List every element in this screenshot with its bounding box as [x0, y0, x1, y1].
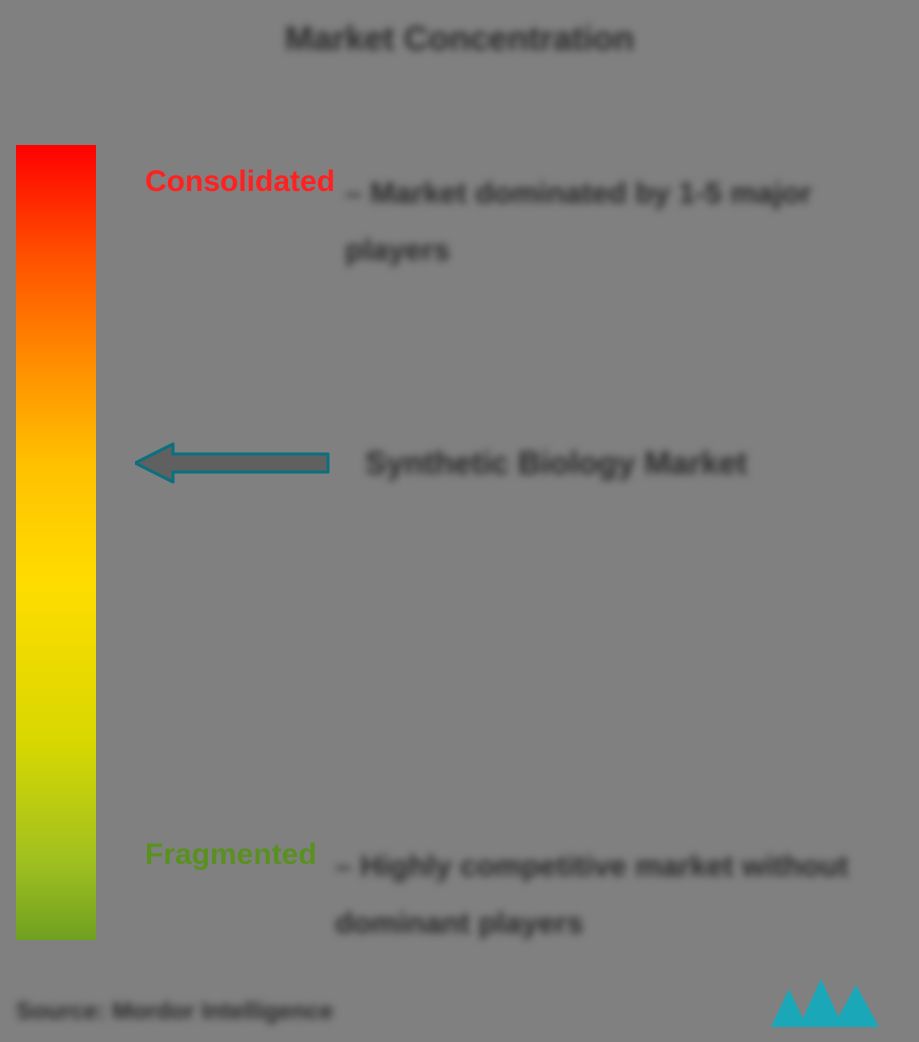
chart-title: Market Concentration	[0, 20, 919, 59]
consolidated-label: Consolidated	[145, 165, 335, 199]
concentration-gradient-bar	[16, 145, 96, 940]
fragmented-description: – Highly competitive market without domi…	[335, 838, 879, 952]
arrow-icon	[135, 442, 330, 484]
market-label: Synthetic Biology Market	[365, 445, 747, 482]
mordor-logo-icon	[771, 977, 891, 1032]
fragmented-label: Fragmented	[145, 838, 317, 872]
market-position-arrow	[135, 442, 330, 484]
source-attribution: Source: Mordor Intelligence	[16, 998, 333, 1026]
consolidated-description: – Market dominated by 1-5 major players	[345, 165, 879, 279]
gradient-svg	[16, 145, 96, 940]
